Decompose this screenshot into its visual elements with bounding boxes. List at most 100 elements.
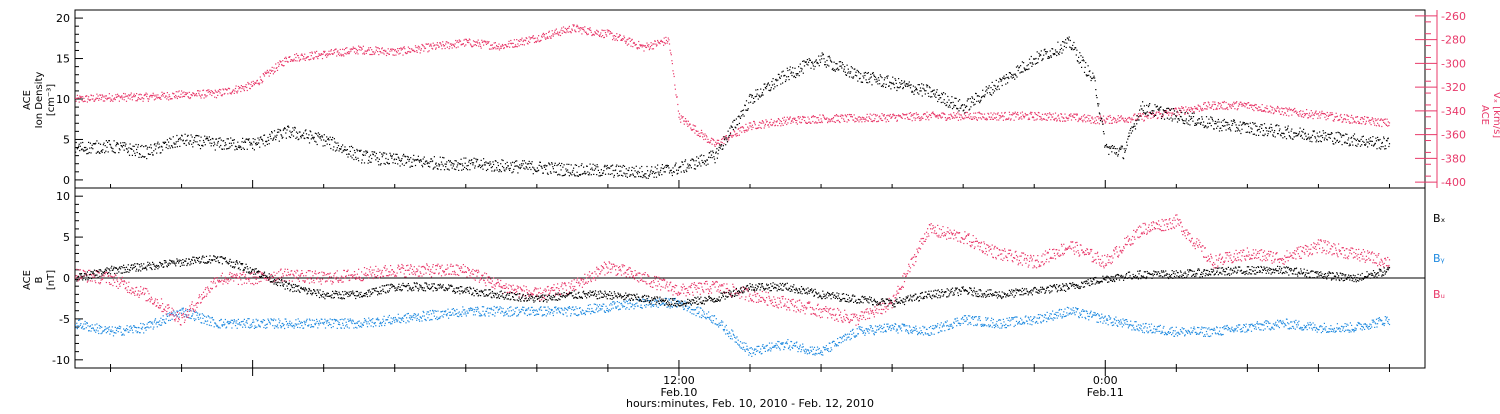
vx-series-point <box>368 49 369 50</box>
ion-density-series-point <box>1120 147 1121 148</box>
vx-series-point <box>794 119 795 120</box>
vx-series-point <box>326 54 327 55</box>
ion-density-series-point <box>1333 144 1334 145</box>
vx-series-point <box>1295 110 1296 111</box>
vx-series-point <box>1053 113 1054 114</box>
ion-density-series-point <box>1247 132 1248 133</box>
vx-series-point <box>865 118 866 119</box>
vx-series-point <box>1276 111 1277 112</box>
by-series-point <box>251 324 252 325</box>
vx-series-point <box>510 40 511 41</box>
vx-series-point <box>83 98 84 99</box>
by-series-point <box>225 319 226 320</box>
vx-series-point <box>798 116 799 117</box>
by-series-point <box>249 327 250 328</box>
ion-density-series-point <box>1115 154 1116 155</box>
vx-series-point <box>656 45 657 46</box>
ion-density-series-point <box>1147 111 1148 112</box>
vx-series-point <box>1001 117 1002 118</box>
ion-density-series-point <box>852 67 853 68</box>
ion-density-series-point <box>531 163 532 164</box>
vx-series-point <box>969 114 970 115</box>
vx-series-point <box>112 95 113 96</box>
ion-density-series-point <box>1028 64 1029 65</box>
vx-series-point <box>1160 113 1161 114</box>
ion-density-series-point <box>752 103 753 104</box>
vx-series-point <box>410 51 411 52</box>
vx-series-point <box>738 128 739 129</box>
vx-series-point <box>520 39 521 40</box>
vx-series-point <box>671 54 672 55</box>
vx-series-point <box>250 84 251 85</box>
ion-density-series-point <box>315 133 316 134</box>
ion-density-series-point <box>1318 141 1319 142</box>
by-series-point <box>318 324 319 325</box>
ion-density-series-point <box>825 61 826 62</box>
by-series-point <box>185 314 186 315</box>
by-series-point <box>130 330 131 331</box>
vx-series-point <box>498 44 499 45</box>
vx-series-point <box>499 49 500 50</box>
ion-density-series-point <box>172 146 173 147</box>
ion-density-series-point <box>756 96 757 97</box>
vx-series-point <box>400 48 401 49</box>
ion-density-series-point <box>213 145 214 146</box>
vx-series-point <box>557 32 558 33</box>
ion-density-series-point <box>777 85 778 86</box>
by-series-point <box>224 324 225 325</box>
vx-series-point <box>183 92 184 93</box>
ion-density-series-point <box>762 92 763 93</box>
ion-density-series-point <box>1076 50 1077 51</box>
ion-density-series-point <box>1383 137 1384 138</box>
ion-density-series-point <box>454 169 455 170</box>
vx-series-point <box>785 121 786 122</box>
vx-series-point <box>728 138 729 139</box>
by-series-point <box>198 317 199 318</box>
by-series-point <box>253 322 254 323</box>
ion-density-series-point <box>331 139 332 140</box>
ion-density-series-point <box>271 131 272 132</box>
ion-density-series-point <box>1262 124 1263 125</box>
ion-density-series-point <box>580 174 581 175</box>
vx-series-point <box>1306 109 1307 110</box>
ion-density-series-point <box>815 66 816 67</box>
ion-density-series-point <box>403 154 404 155</box>
ion-density-series-point <box>1279 128 1280 129</box>
vx-series-point <box>1298 116 1299 117</box>
vx-series-point <box>1382 120 1383 121</box>
ion-density-series-point <box>423 158 424 159</box>
ion-density-series-point <box>1111 151 1112 152</box>
by-series-point <box>151 322 152 323</box>
ion-density-series-point <box>1361 144 1362 145</box>
ion-density-series-point <box>320 136 321 137</box>
ion-density-series-point <box>1072 45 1073 46</box>
ion-density-series-point <box>967 100 968 101</box>
ion-density-series-point <box>767 84 768 85</box>
by-series-point <box>187 309 188 310</box>
vx-series-point <box>1314 113 1315 114</box>
ion-density-series-point <box>915 87 916 88</box>
by-series-point <box>284 328 285 329</box>
vx-series-point <box>1171 115 1172 116</box>
vx-series-point <box>817 122 818 123</box>
vx-series-point <box>206 95 207 96</box>
vx-series-point <box>337 51 338 52</box>
ion-density-series-point <box>301 137 302 138</box>
vx-series-point <box>1103 116 1104 117</box>
by-series-point <box>163 315 164 316</box>
vx-series-point <box>657 40 658 41</box>
ion-density-series-point <box>90 152 91 153</box>
by-series-point <box>209 325 210 326</box>
vx-series-point <box>440 44 441 45</box>
vx-series-point <box>368 47 369 48</box>
vx-series-point <box>1282 111 1283 112</box>
vx-series-point <box>1201 109 1202 110</box>
ion-density-series-point <box>1086 74 1087 75</box>
by-series-point <box>330 324 331 325</box>
vx-series-point <box>328 51 329 52</box>
ion-density-series-point <box>1385 148 1386 149</box>
vx-series-point <box>529 42 530 43</box>
ion-density-series-point <box>587 171 588 172</box>
ion-density-series-point <box>111 148 112 149</box>
ion-density-series-point <box>1197 119 1198 120</box>
